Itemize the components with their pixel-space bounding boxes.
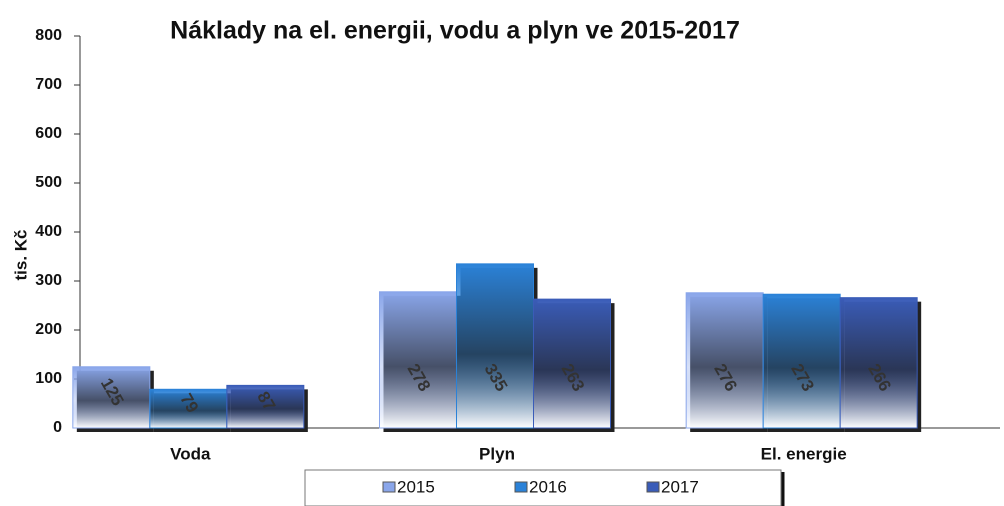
- x-tick-label: Voda: [170, 444, 211, 463]
- y-tick-label: 100: [35, 370, 62, 387]
- legend-label: 2017: [661, 477, 699, 496]
- y-tick-label: 300: [35, 272, 62, 289]
- legend-label: 2015: [397, 477, 435, 496]
- y-tick-label: 400: [35, 223, 62, 240]
- legend-swatch: [514, 481, 528, 493]
- y-tick-label: 600: [35, 125, 62, 142]
- y-tick-label: 700: [35, 76, 62, 93]
- chart-title: Náklady na el. energii, vodu a plyn ve 2…: [170, 17, 740, 45]
- bar: [762, 293, 841, 429]
- x-tick-label: Plyn: [479, 444, 515, 463]
- legend-label: 2016: [529, 477, 567, 496]
- x-tick-label: El. energie: [761, 444, 847, 463]
- y-tick-label: 200: [35, 321, 62, 338]
- legend-swatch: [382, 481, 396, 493]
- bar: [226, 384, 305, 429]
- bar: [149, 388, 228, 429]
- y-axis-label: tis. Kč: [11, 229, 30, 280]
- bar: [379, 291, 457, 429]
- legend-swatch: [646, 481, 660, 493]
- bar: [839, 297, 918, 429]
- bar: [456, 263, 534, 429]
- bar: [685, 292, 764, 429]
- bar: [72, 366, 151, 429]
- bar: [533, 298, 611, 429]
- y-tick-label: 0: [53, 419, 62, 436]
- y-tick-label: 800: [35, 27, 62, 44]
- y-tick-label: 500: [35, 174, 62, 191]
